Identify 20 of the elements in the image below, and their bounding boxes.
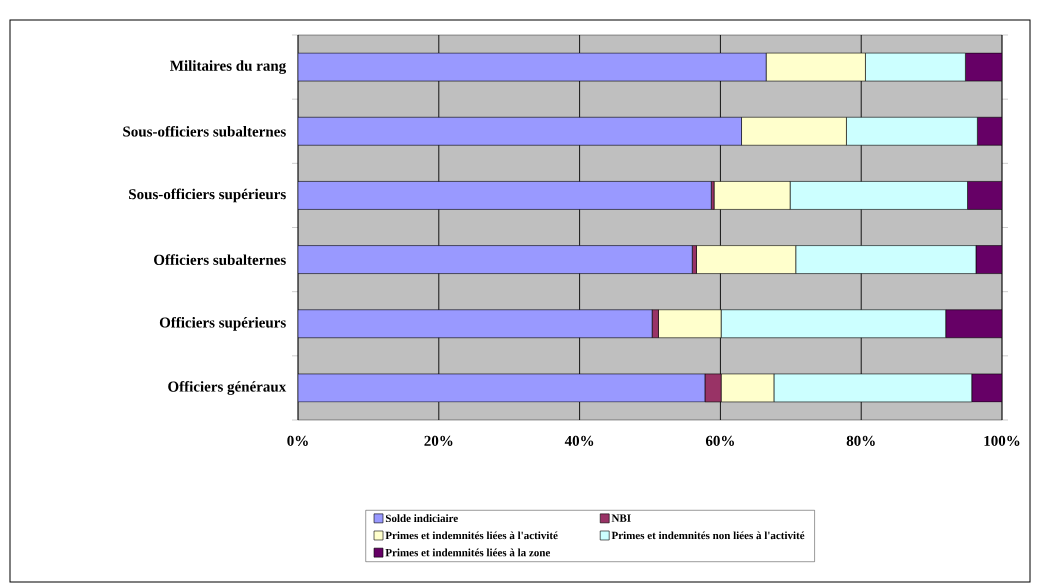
y-tick-label: Officiers supérieurs [159, 316, 286, 331]
legend-label: Primes et indemnités liées à l'activité [385, 531, 558, 540]
bar [967, 181, 1003, 210]
legend-label: Solde indiciaire [385, 514, 458, 523]
y-tick-label: Officiers subalternes [154, 254, 286, 265]
legend-label: Primes et indemnités non liées à l'activité [611, 531, 805, 540]
bar [945, 309, 1003, 339]
bar [977, 116, 1003, 146]
x-tick-label: 100% [984, 435, 1020, 446]
x-tick-label: 0% [287, 435, 308, 446]
x-tick-label: 20% [424, 435, 453, 446]
legend-label: NBI [611, 514, 631, 522]
y-tick-label: Officiers généraux [168, 380, 287, 395]
y-tick-label: Sous-officiers subalternes [123, 125, 286, 137]
x-tick-label: 60% [705, 435, 734, 446]
x-tick-label: 80% [846, 435, 875, 446]
x-tick-label: 40% [564, 435, 594, 446]
legend-label: Primes et indemnités liées à la zone [385, 548, 551, 557]
y-tick-label: Sous-officiers supérieurs [129, 188, 286, 203]
y-tick-label: Militaires du rang [170, 60, 287, 74]
